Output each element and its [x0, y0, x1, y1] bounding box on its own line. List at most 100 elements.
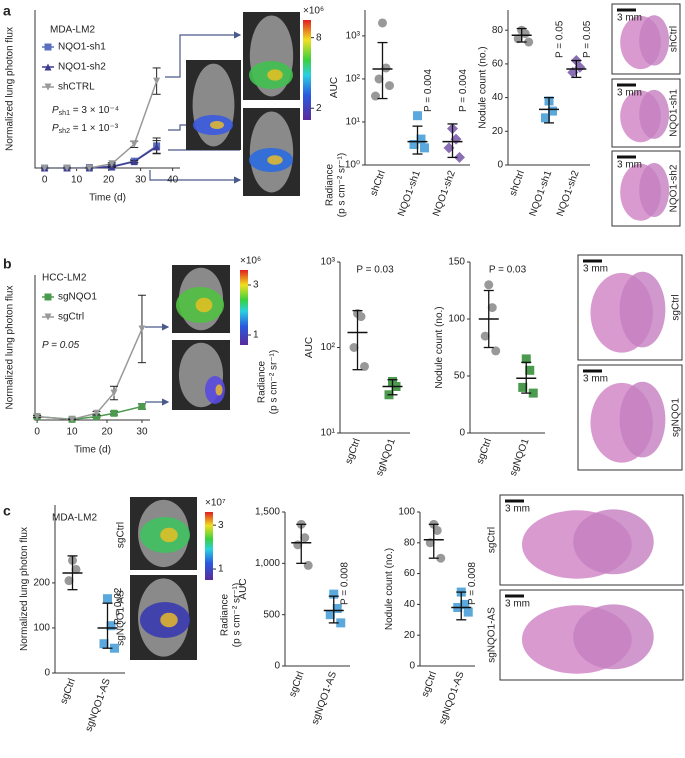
- point: [381, 63, 391, 73]
- axis: [34, 10, 180, 169]
- y-tick-label: 60: [492, 59, 504, 70]
- tissue: [639, 15, 670, 66]
- colorbar-tick-label: 2: [316, 103, 322, 114]
- y-tick-label: 150: [448, 257, 465, 268]
- colorbar-tick-label: 3: [253, 280, 259, 291]
- annotation: P = 0.03: [489, 265, 527, 276]
- x-tick-label: 30: [136, 427, 148, 438]
- point: [93, 409, 101, 417]
- legend-label: sgNQO1: [58, 292, 97, 303]
- point: [480, 331, 490, 341]
- colorbar-label: (p s cm⁻² sr⁻¹): [337, 153, 348, 217]
- point: [33, 413, 41, 421]
- point: [103, 594, 112, 604]
- annotation-symbol: P: [52, 123, 59, 134]
- panel-label: a: [3, 3, 11, 19]
- point: [374, 74, 384, 84]
- y-tick-label: 20: [492, 126, 504, 137]
- signal-core: [195, 297, 213, 313]
- point: [528, 388, 538, 398]
- x-tick-label: sgNQO1: [508, 437, 532, 478]
- point: [416, 134, 426, 144]
- y-tick-label: 100: [33, 623, 50, 634]
- annotation-rest: = 1 × 10⁻³: [70, 123, 119, 134]
- point: [332, 604, 342, 614]
- y-axis-label: Normalized lung photon flux: [5, 286, 16, 410]
- annotation-symbol: P: [52, 105, 59, 116]
- x-tick-label: 0: [42, 175, 48, 186]
- y-tick-label: 500: [263, 609, 280, 620]
- y-tick-label: 200: [33, 578, 50, 589]
- signal-core: [210, 121, 224, 129]
- annotation: P = 0.004: [458, 69, 469, 112]
- point: [484, 280, 494, 290]
- x-tick-label: shCtrl: [508, 169, 527, 197]
- y-tick-label: 40: [492, 92, 504, 103]
- y-tick-label: 10³: [321, 257, 336, 268]
- x-tick-label: sgNQO1-AS: [437, 670, 466, 726]
- scale-label: 3 mm: [505, 504, 530, 515]
- point: [425, 538, 435, 548]
- point: [420, 143, 429, 153]
- point: [525, 365, 535, 375]
- x-tick-label: sgCtrl: [287, 670, 306, 698]
- point: [130, 140, 138, 148]
- point: [518, 382, 528, 392]
- y-tick-label: 80: [492, 25, 504, 36]
- point: [85, 164, 93, 172]
- x-axis-label: Time (d): [74, 445, 111, 456]
- y-axis-label: AUC: [329, 77, 340, 98]
- point: [153, 143, 161, 151]
- x-tick-label: shCtrl: [369, 169, 388, 197]
- legend-marker: [44, 313, 52, 321]
- y-tick-label: 1,000: [255, 558, 280, 569]
- point: [371, 91, 380, 101]
- point: [460, 599, 470, 609]
- legend-marker: [44, 83, 52, 91]
- chart-title: MDA-LM2: [50, 25, 95, 36]
- axis: [469, 262, 545, 434]
- annotation-sub: sh1: [59, 110, 70, 117]
- y-tick-label: 40: [404, 599, 416, 610]
- x-tick-label: 30: [135, 175, 147, 186]
- point: [138, 403, 146, 411]
- annotation: P = 0.05: [555, 20, 566, 58]
- chart-title: MDA-LM2: [52, 513, 97, 524]
- image-label: sgNQO1-AS: [116, 590, 127, 646]
- annotation: P = 0.05: [582, 20, 593, 58]
- y-axis-label: Normalized lung photon flux: [19, 527, 30, 651]
- point: [487, 303, 497, 313]
- y-tick-label: 10²: [346, 74, 361, 85]
- point: [360, 361, 369, 371]
- point: [71, 564, 81, 574]
- x-tick-label: 40: [167, 175, 179, 186]
- tissue: [639, 163, 670, 217]
- annotation: P = 0.004: [423, 69, 434, 112]
- series-line: [44, 146, 158, 169]
- scale-label: 3 mm: [583, 374, 608, 385]
- colorbar-label: (p s cm⁻² sr⁻¹): [269, 350, 280, 414]
- point: [303, 560, 313, 570]
- tissue: [619, 271, 666, 348]
- point: [356, 312, 366, 322]
- y-tick-label: 0: [409, 661, 415, 672]
- chart-title: HCC-LM2: [42, 273, 87, 284]
- colorbar-tick-label: 1: [218, 564, 224, 575]
- y-axis-label: Normalized lung photon flux: [5, 27, 16, 151]
- point: [99, 639, 109, 649]
- x-tick-label: sgNQO1: [374, 437, 398, 478]
- y-axis-label: AUC: [238, 578, 249, 599]
- point: [436, 553, 446, 563]
- sample-label: shCtrl: [669, 26, 680, 52]
- point: [513, 34, 523, 44]
- point: [385, 81, 394, 91]
- y-tick-label: 10¹: [346, 117, 361, 128]
- y-tick-label: 0: [274, 661, 280, 672]
- x-tick-label: sgNQO1-AS: [310, 670, 339, 726]
- annotation-sub: sh2: [59, 128, 70, 135]
- point: [336, 618, 346, 628]
- y-tick-label: 10¹: [321, 428, 336, 439]
- series-line: [44, 145, 158, 169]
- point: [413, 111, 422, 121]
